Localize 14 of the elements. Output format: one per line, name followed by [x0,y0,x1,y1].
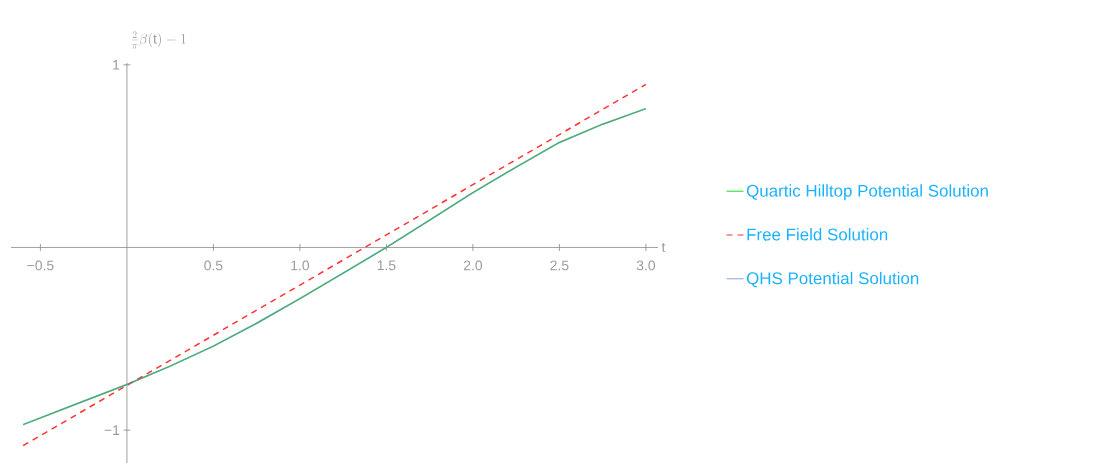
x-tick-label: −0.5 [27,260,54,271]
x-tick-label: 3.0 [636,260,656,271]
x-tick-label: 2.0 [463,260,483,271]
y-tick-label: 1 [113,59,120,70]
x-tick-label: 2.5 [550,260,569,271]
y-axis-title: $\frac{2}{\pi}\beta(\mathrm{t})-1$ [131,31,186,49]
x-axis-title: t [661,242,666,252]
x-tick-label: 0.5 [204,260,223,271]
legend-label: Quartic Hilltop Potential Solution [746,184,988,200]
x-tick-label: 1.0 [291,260,310,271]
y-tick-label: −1 [104,425,120,435]
legend-label: QHS Potential Solution [746,271,919,288]
x-tick-label: 1.5 [377,260,396,271]
legend-label: Free Field Solution [747,227,888,241]
